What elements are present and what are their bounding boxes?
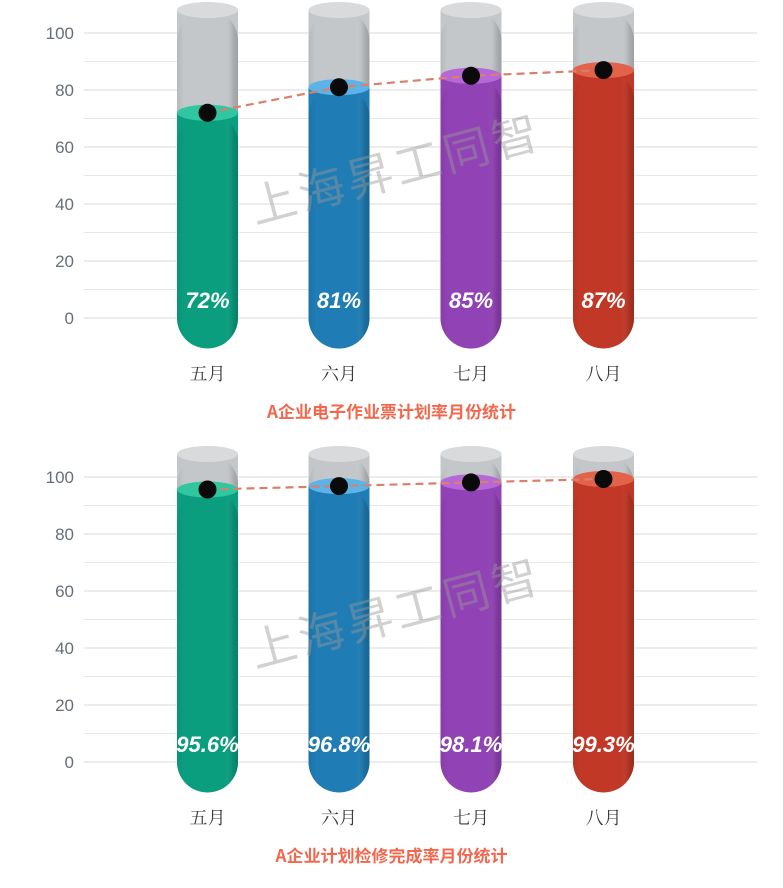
svg-text:八月: 八月 [586,360,622,386]
svg-text:40: 40 [55,195,74,214]
svg-text:五月: 五月 [190,360,226,386]
svg-text:0: 0 [65,753,74,772]
svg-text:80: 80 [55,525,74,544]
svg-text:八月: 八月 [586,804,622,830]
svg-text:五月: 五月 [190,804,226,830]
svg-text:20: 20 [55,696,74,715]
svg-text:100: 100 [46,24,74,43]
svg-text:20: 20 [55,252,74,271]
svg-text:上海昇工同智: 上海昇工同智 [242,540,549,681]
svg-text:40: 40 [55,639,74,658]
svg-text:七月: 七月 [453,804,489,830]
svg-text:60: 60 [55,582,74,601]
svg-text:100: 100 [46,468,74,487]
svg-text:81%: 81% [317,288,361,313]
svg-text:七月: 七月 [453,360,489,386]
svg-text:85%: 85% [449,288,493,313]
svg-text:96.8%: 96.8% [308,732,370,757]
svg-text:98.1%: 98.1% [440,732,502,757]
svg-text:A企业电子作业票计划率月份统计: A企业电子作业票计划率月份统计 [266,398,516,423]
svg-text:99.3%: 99.3% [572,732,634,757]
svg-text:87%: 87% [581,288,625,313]
svg-text:80: 80 [55,81,74,100]
svg-text:上海昇工同智: 上海昇工同智 [242,96,549,237]
svg-text:六月: 六月 [321,804,357,830]
svg-text:A企业计划检修完成率月份统计: A企业计划检修完成率月份统计 [275,842,508,867]
svg-text:六月: 六月 [321,360,357,386]
svg-text:60: 60 [55,138,74,157]
svg-text:95.6%: 95.6% [176,732,238,757]
svg-text:72%: 72% [185,288,229,313]
svg-text:0: 0 [65,309,74,328]
